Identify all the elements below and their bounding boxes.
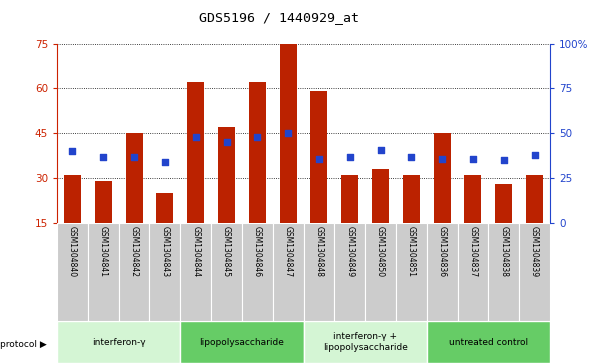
Point <box>406 154 416 160</box>
Point <box>191 134 201 140</box>
Text: GSM1304851: GSM1304851 <box>407 226 416 277</box>
Point <box>129 154 139 160</box>
Bar <box>434 133 451 223</box>
Bar <box>64 175 81 223</box>
Bar <box>279 44 296 223</box>
Text: GSM1304836: GSM1304836 <box>438 226 447 277</box>
Bar <box>88 223 119 321</box>
Point <box>314 156 324 162</box>
Bar <box>427 223 457 321</box>
Point <box>283 130 293 136</box>
Text: GSM1304837: GSM1304837 <box>468 226 477 277</box>
Point <box>376 147 385 152</box>
Bar <box>180 223 211 321</box>
Bar <box>188 82 204 223</box>
Text: GSM1304838: GSM1304838 <box>499 226 508 277</box>
Bar <box>180 321 304 363</box>
Point <box>160 159 169 165</box>
Bar <box>249 82 266 223</box>
Point <box>468 156 478 162</box>
Point <box>99 154 108 160</box>
Bar <box>304 223 334 321</box>
Point <box>68 148 78 154</box>
Bar <box>519 223 550 321</box>
Bar <box>341 175 358 223</box>
Text: GSM1304844: GSM1304844 <box>191 226 200 277</box>
Bar <box>126 133 142 223</box>
Text: GSM1304850: GSM1304850 <box>376 226 385 277</box>
Text: untreated control: untreated control <box>449 338 528 347</box>
Bar <box>495 184 512 223</box>
Text: interferon-γ +
lipopolysaccharide: interferon-γ + lipopolysaccharide <box>323 333 407 352</box>
Bar <box>372 169 389 223</box>
Bar <box>242 223 273 321</box>
Text: GSM1304839: GSM1304839 <box>530 226 539 277</box>
Text: GSM1304840: GSM1304840 <box>68 226 77 277</box>
Bar <box>334 223 365 321</box>
Point <box>345 154 355 160</box>
Text: lipopolysaccharide: lipopolysaccharide <box>200 338 284 347</box>
Bar <box>526 175 543 223</box>
Bar <box>403 175 419 223</box>
Bar <box>396 223 427 321</box>
Text: GSM1304841: GSM1304841 <box>99 226 108 277</box>
Point <box>529 152 539 158</box>
Text: GSM1304848: GSM1304848 <box>314 226 323 277</box>
Text: GSM1304847: GSM1304847 <box>284 226 293 277</box>
Bar <box>57 223 88 321</box>
Text: GSM1304843: GSM1304843 <box>160 226 169 277</box>
Point <box>222 139 231 145</box>
Text: GSM1304842: GSM1304842 <box>130 226 139 277</box>
Bar <box>273 223 304 321</box>
Bar <box>156 193 173 223</box>
Bar <box>304 321 427 363</box>
Bar <box>457 223 489 321</box>
Point <box>252 134 262 140</box>
Text: GSM1304846: GSM1304846 <box>253 226 262 277</box>
Bar <box>465 175 481 223</box>
Bar <box>489 223 519 321</box>
Bar <box>365 223 396 321</box>
Text: GSM1304845: GSM1304845 <box>222 226 231 277</box>
Point <box>438 156 447 162</box>
Text: interferon-γ: interferon-γ <box>92 338 145 347</box>
Bar <box>218 127 235 223</box>
Bar <box>311 91 328 223</box>
Bar <box>211 223 242 321</box>
Bar <box>150 223 180 321</box>
Point <box>499 158 508 163</box>
Bar <box>95 181 112 223</box>
Bar <box>427 321 550 363</box>
Text: GSM1304849: GSM1304849 <box>345 226 354 277</box>
Text: GDS5196 / 1440929_at: GDS5196 / 1440929_at <box>200 11 359 24</box>
Text: protocol ▶: protocol ▶ <box>0 340 47 349</box>
Bar <box>119 223 150 321</box>
Bar <box>57 321 180 363</box>
